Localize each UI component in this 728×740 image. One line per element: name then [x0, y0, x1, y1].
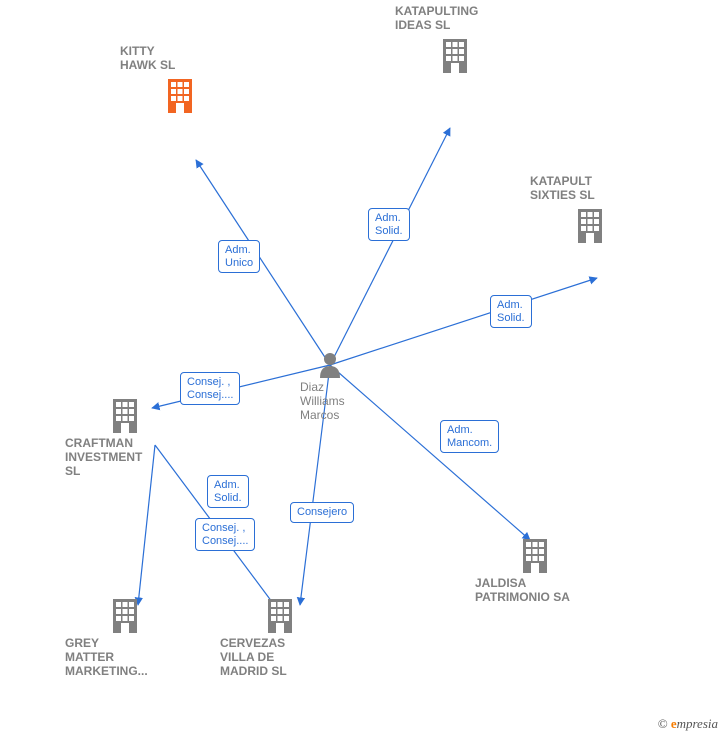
building-icon [110, 397, 140, 438]
company-node-katapulting[interactable] [440, 37, 470, 78]
company-label-kitty-hawk: KITTY HAWK SL [120, 45, 240, 73]
edge-label: Consejero [290, 502, 354, 523]
building-icon [520, 537, 550, 578]
edge-label: Adm. Solid. [368, 208, 410, 241]
company-node-kitty-hawk[interactable] [165, 77, 195, 118]
company-label-katapult-sixties: KATAPULT SIXTIES SL [530, 175, 650, 203]
company-node-cervezas[interactable] [265, 597, 295, 638]
copyright-symbol: © [658, 716, 668, 731]
person-icon [319, 352, 341, 383]
company-node-jaldisa[interactable] [520, 537, 550, 578]
edge-label: Adm. Unico [218, 240, 260, 273]
company-node-craftman[interactable] [110, 397, 140, 438]
company-node-katapult-sixties[interactable] [575, 207, 605, 248]
edge-label: Consej. , Consej.... [195, 518, 255, 551]
company-label-cervezas: CERVEZAS VILLA DE MADRID SL [220, 637, 340, 678]
center-person-node[interactable] [319, 352, 341, 383]
company-label-craftman: CRAFTMAN INVESTMENT SL [65, 437, 185, 478]
building-icon [575, 207, 605, 248]
network-diagram: Diaz Williams Marcos KITTY HAWK SL KATAP… [0, 0, 728, 740]
edge-label: Consej. , Consej.... [180, 372, 240, 405]
company-label-katapulting: KATAPULTING IDEAS SL [395, 5, 515, 33]
edge-label: Adm. Mancom. [440, 420, 499, 453]
company-label-jaldisa: JALDISA PATRIMONIO SA [475, 577, 595, 605]
building-icon [265, 597, 295, 638]
building-icon [110, 597, 140, 638]
building-icon [440, 37, 470, 78]
company-node-grey-matter[interactable] [110, 597, 140, 638]
center-person-label: Diaz Williams Marcos [300, 381, 370, 422]
watermark: © empresia [658, 716, 718, 732]
company-label-grey-matter: GREY MATTER MARKETING... [65, 637, 185, 678]
edge-label: Adm. Solid. [490, 295, 532, 328]
watermark-text: mpresia [677, 716, 718, 731]
building-icon [165, 77, 195, 118]
edge-label: Adm. Solid. [207, 475, 249, 508]
